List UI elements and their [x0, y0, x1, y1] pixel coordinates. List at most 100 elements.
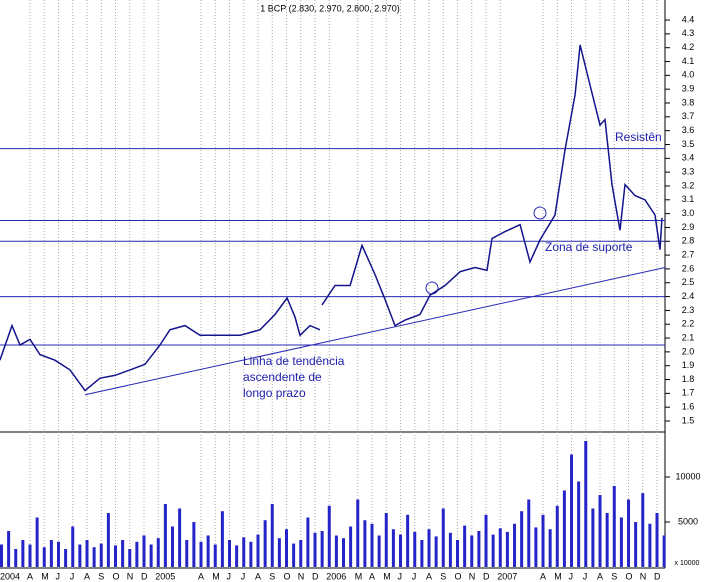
volume-bar: [349, 526, 353, 567]
volume-bar: [391, 529, 395, 567]
chart-title: 1 BCP (2.830, 2.970, 2.800, 2.970): [260, 3, 399, 13]
x-tick-label: J: [583, 571, 588, 581]
volume-bar: [399, 534, 403, 567]
volume-bar: [242, 537, 246, 567]
y-tick-label: 3.0: [682, 208, 695, 218]
volume-bar: [598, 495, 602, 567]
x-tick-label: N: [469, 571, 476, 581]
x-tick-label: M: [554, 571, 562, 581]
x-tick-label: J: [412, 571, 417, 581]
y-tick-label: 4.1: [682, 56, 695, 66]
y-tick-label: 1.5: [682, 415, 695, 425]
volume-bar: [541, 514, 545, 567]
volume-bar: [363, 520, 367, 567]
x-tick-label: N: [298, 571, 305, 581]
volume-bar: [292, 543, 296, 567]
volume-bar: [149, 544, 153, 567]
volume-bar: [505, 531, 509, 567]
volume-bar: [377, 535, 381, 567]
x-tick-label: 2005: [155, 571, 175, 581]
y-tick-label: 2.6: [682, 263, 695, 273]
y-tick-label: 2.5: [682, 277, 695, 287]
volume-bar: [42, 547, 46, 567]
x-tick-label: M: [212, 571, 220, 581]
volume-bar: [121, 540, 125, 567]
x-tick-label: A: [27, 571, 33, 581]
volume-bar: [285, 529, 289, 567]
volume-bar: [591, 508, 595, 567]
price-line: [321, 44, 663, 327]
y-tick-label: 1.9: [682, 360, 695, 370]
x-tick-label: S: [269, 571, 275, 581]
volume-bar: [570, 454, 574, 567]
x-tick-label: N: [640, 571, 647, 581]
volume-bar: [192, 522, 196, 567]
y-tick-label: 2.8: [682, 236, 695, 246]
x-tick-label: A: [369, 571, 375, 581]
volume-bar: [513, 523, 517, 567]
volume-bar: [14, 549, 18, 567]
y-tick-label: 2.3: [682, 305, 695, 315]
x-tick-label: J: [241, 571, 246, 581]
volume-bar: [627, 499, 631, 567]
volume-bar: [206, 535, 210, 567]
volume-bar: [142, 535, 146, 567]
volume-bar: [92, 547, 96, 567]
volume-bar: [213, 544, 217, 567]
volume-bar: [334, 535, 338, 567]
volume-bar: [562, 490, 566, 567]
volume-bar: [199, 541, 203, 567]
y-tick-label: 1.8: [682, 374, 695, 384]
volume-bar: [299, 540, 303, 567]
volume-bar: [662, 535, 666, 567]
volume-bar: [128, 549, 132, 567]
volume-bar: [277, 538, 281, 567]
volume-bar: [114, 545, 118, 567]
x-tick-label: A: [540, 571, 546, 581]
x-tick-label: J: [70, 571, 75, 581]
annotation: Linha de tendência: [243, 354, 345, 368]
annotation: Zona de suporte: [545, 240, 633, 254]
x-tick-label: 2007: [497, 571, 517, 581]
volume-bar: [21, 540, 25, 567]
volume-bar: [448, 532, 452, 567]
x-tick-label: A: [84, 571, 90, 581]
volume-bar: [320, 531, 324, 567]
volume-bar: [634, 522, 638, 567]
y-tick-label: 2.7: [682, 249, 695, 259]
x-tick-label: 2004: [0, 571, 20, 581]
x-tick-label: D: [654, 571, 661, 581]
volume-bar: [577, 481, 581, 567]
volume-bar: [35, 517, 39, 567]
y-tick-label: 3.3: [682, 167, 695, 177]
volume-bar: [71, 526, 75, 567]
volume-bar: [527, 499, 531, 567]
x-tick-label: O: [455, 571, 462, 581]
y-tick-label: 1.6: [682, 402, 695, 412]
volume-bar: [270, 504, 274, 567]
volume-bar: [534, 527, 538, 567]
y-tick-label: 1.7: [682, 388, 695, 398]
annotation: longo prazo: [243, 386, 306, 400]
x-tick-label: S: [440, 571, 446, 581]
volume-bar: [106, 513, 110, 567]
x-tick-label: J: [569, 571, 574, 581]
volume-bar: [655, 513, 659, 567]
y-tick-label: 3.2: [682, 180, 695, 190]
volume-bar: [413, 531, 417, 567]
y-tick-label: 3.1: [682, 194, 695, 204]
volume-bar: [220, 511, 224, 567]
y-tick-label: 4.3: [682, 28, 695, 38]
volume-bar: [384, 513, 388, 567]
volume-bar: [28, 544, 32, 567]
volume-bar: [456, 540, 460, 567]
volume-bar: [619, 517, 623, 567]
y-tick-label: 4.4: [682, 14, 695, 24]
volume-bar: [434, 536, 438, 567]
volume-bar: [470, 535, 474, 567]
volume-bar: [548, 529, 552, 567]
y-tick-label: 3.6: [682, 125, 695, 135]
x-tick-label: M: [355, 571, 363, 581]
